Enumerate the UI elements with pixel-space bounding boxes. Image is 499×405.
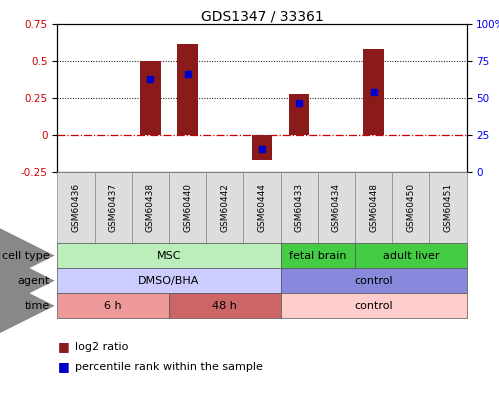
Text: DMSO/BHA: DMSO/BHA xyxy=(138,276,200,286)
Bar xyxy=(289,94,309,135)
Text: GSM60448: GSM60448 xyxy=(369,183,378,232)
Text: GSM60444: GSM60444 xyxy=(257,183,266,232)
Text: GSM60442: GSM60442 xyxy=(220,183,229,232)
Bar xyxy=(177,43,198,135)
Text: GSM60451: GSM60451 xyxy=(444,183,453,232)
Text: fetal brain: fetal brain xyxy=(289,251,346,260)
Text: control: control xyxy=(354,276,393,286)
Text: ■: ■ xyxy=(57,360,69,373)
Bar xyxy=(140,61,161,135)
Text: GSM60437: GSM60437 xyxy=(109,183,118,232)
Text: adult liver: adult liver xyxy=(383,251,439,260)
Text: ■: ■ xyxy=(57,340,69,353)
Text: cell type: cell type xyxy=(2,251,50,260)
Text: GSM60438: GSM60438 xyxy=(146,183,155,232)
Text: GSM60433: GSM60433 xyxy=(295,183,304,232)
Bar xyxy=(363,49,384,135)
Text: percentile rank within the sample: percentile rank within the sample xyxy=(75,362,263,372)
Title: GDS1347 / 33361: GDS1347 / 33361 xyxy=(201,9,323,23)
Text: 6 h: 6 h xyxy=(104,301,122,311)
Text: MSC: MSC xyxy=(157,251,181,260)
Text: GSM60440: GSM60440 xyxy=(183,183,192,232)
Text: agent: agent xyxy=(17,276,50,286)
Text: log2 ratio: log2 ratio xyxy=(75,342,128,352)
Text: GSM60434: GSM60434 xyxy=(332,183,341,232)
Bar xyxy=(251,135,272,160)
Text: control: control xyxy=(354,301,393,311)
Text: 48 h: 48 h xyxy=(213,301,237,311)
Text: GSM60436: GSM60436 xyxy=(71,183,80,232)
Text: GSM60450: GSM60450 xyxy=(406,183,415,232)
Text: time: time xyxy=(24,301,50,311)
